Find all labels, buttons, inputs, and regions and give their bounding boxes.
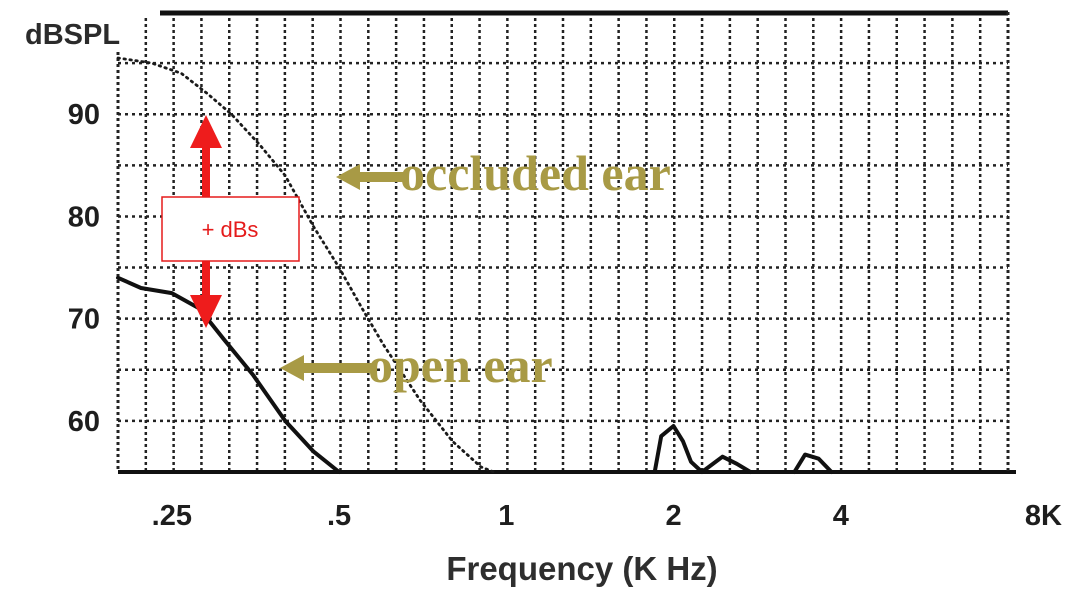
y-axis-label: dBSPL bbox=[25, 19, 120, 51]
open-ear-label: open ear bbox=[368, 337, 553, 393]
series-line-2 bbox=[116, 275, 342, 474]
x-tick-label: .5 bbox=[327, 500, 351, 532]
gain-arrow-down-icon bbox=[190, 295, 222, 328]
plot-frame bbox=[116, 10, 1016, 474]
y-tick-label: 90 bbox=[68, 99, 100, 131]
x-tick-label: 2 bbox=[665, 500, 681, 532]
gain-label: + dBs bbox=[202, 217, 259, 242]
x-axis-label: Frequency (K Hz) bbox=[446, 550, 717, 587]
grid-layer bbox=[118, 18, 1008, 472]
open-ear-callout: open ear bbox=[280, 337, 553, 393]
series-line-3 bbox=[652, 424, 753, 474]
series-layer bbox=[116, 56, 834, 474]
occluded-ear-arrow-icon bbox=[336, 164, 405, 190]
open-ear-arrow-icon bbox=[280, 355, 375, 381]
occluded-ear-callout: occluded ear bbox=[336, 145, 671, 201]
x-tick-label: 1 bbox=[498, 500, 514, 532]
y-tick-label: 70 bbox=[68, 304, 100, 336]
occluded-ear-label: occluded ear bbox=[400, 145, 671, 201]
series-line-4 bbox=[792, 452, 834, 474]
x-tick-label: .25 bbox=[152, 500, 192, 532]
annotation-layer: occluded ear open ear + dBs bbox=[161, 115, 671, 393]
x-tick-label: 8K bbox=[1025, 500, 1062, 532]
gain-callout: + dBs bbox=[161, 115, 300, 328]
y-tick-label: 80 bbox=[68, 201, 100, 233]
gain-box bbox=[161, 196, 300, 262]
x-tick-label: 4 bbox=[833, 500, 849, 532]
gain-arrow-up-icon bbox=[190, 115, 222, 148]
axis-layer: dBSPL Frequency (K Hz) 60 70 80 90 .25 .5 1 2 4 8… bbox=[25, 19, 1062, 587]
series-line-1 bbox=[116, 56, 496, 474]
y-tick-label: 60 bbox=[68, 406, 100, 438]
